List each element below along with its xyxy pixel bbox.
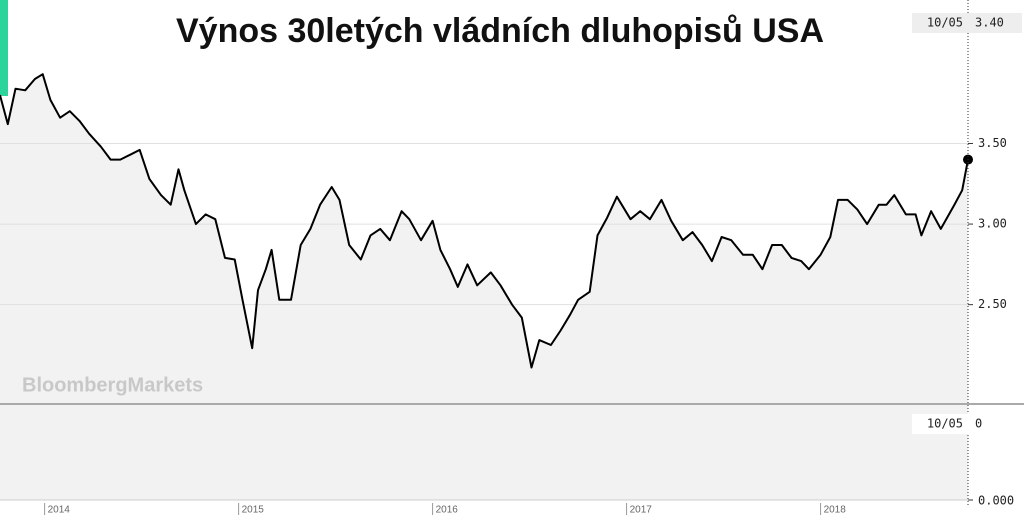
volume-tag-date: 10/05 (927, 417, 963, 431)
x-tick-label: 2018 (824, 505, 847, 516)
y-tick-label: 3.50 (978, 136, 1007, 150)
accent-bar (0, 0, 8, 96)
x-tick-label: 2015 (242, 505, 265, 516)
volume-panel (0, 405, 968, 500)
y-tick-label: 3.00 (978, 217, 1007, 231)
x-tick-label: 2017 (630, 505, 653, 516)
chart-title: Výnos 30letých vládních dluhopisů USA (176, 12, 824, 50)
x-tick-label: 2014 (48, 505, 71, 516)
last-tag-value: 3.40 (975, 16, 1004, 30)
volume-tag-value: 0 (975, 417, 982, 431)
y-tick-label: 2.50 (978, 297, 1007, 311)
last-tag-date: 10/05 (927, 16, 963, 30)
line (0, 73, 969, 369)
last-tag-box (912, 13, 1022, 33)
watermark: BloombergMarkets (22, 374, 203, 396)
volume-tag-box (912, 414, 992, 434)
volume-y-tick-label: 0.000 (978, 494, 1014, 508)
plot-area (0, 73, 973, 403)
area (0, 74, 968, 403)
x-tick-label: 2016 (436, 505, 459, 516)
